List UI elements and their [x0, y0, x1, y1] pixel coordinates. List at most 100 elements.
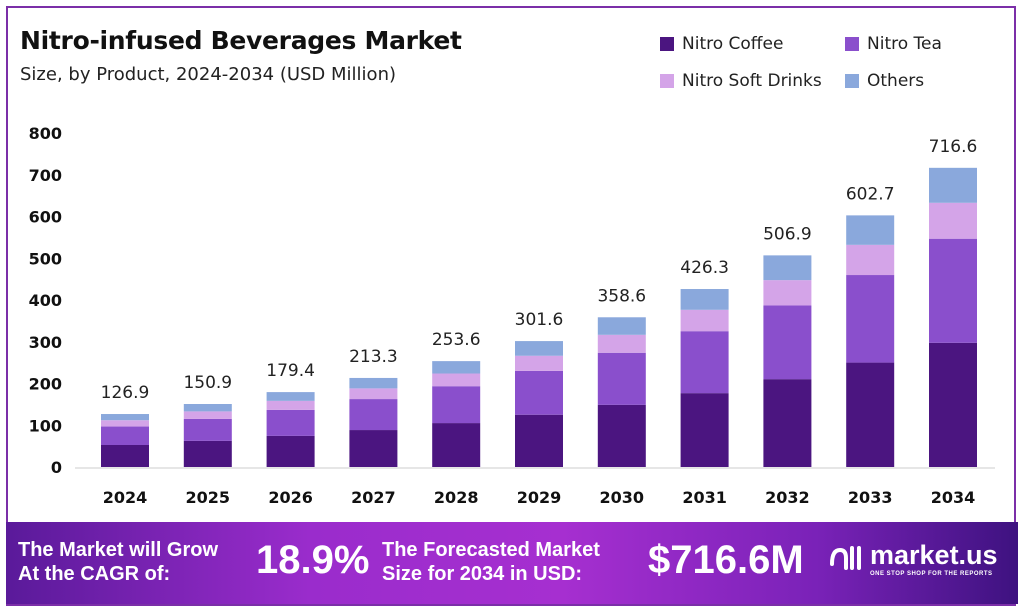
bar-segment-others: [183, 403, 232, 412]
bar-segment-nitro-soft-drinks: [101, 420, 149, 427]
logo-tagline: ONE STOP SHOP FOR THE REPORTS: [870, 571, 993, 577]
total-label: 716.6: [929, 137, 978, 157]
cagr-label-line2: At the CAGR of:: [18, 563, 171, 585]
bar-segment-others: [929, 167, 977, 203]
chart-frame: [6, 6, 1016, 606]
total-label: 253.6: [432, 330, 481, 350]
bar-segment-nitro-soft-drinks: [349, 388, 398, 400]
y-tick-label: 500: [29, 249, 62, 268]
bar-segment-others: [763, 255, 812, 281]
y-tick-label: 700: [29, 166, 62, 185]
bar-segment-others: [515, 341, 563, 356]
bar-segment-nitro-tea: [846, 275, 895, 363]
bar-segment-others: [349, 377, 398, 389]
bar-segment-nitro-coffee: [101, 444, 149, 467]
chart-title: Nitro-infused Beverages Market: [20, 26, 462, 55]
total-label: 358.6: [597, 286, 646, 306]
forecast-value: $716.6M: [648, 538, 804, 582]
bar-segment-nitro-tea: [349, 399, 398, 431]
forecast-label-line2: Size for 2034 in USD:: [382, 563, 583, 585]
bar-segment-nitro-soft-drinks: [183, 411, 232, 419]
total-label: 179.4: [266, 361, 315, 381]
legend-label: Nitro Soft Drinks: [682, 71, 822, 91]
bar-segment-others: [680, 289, 729, 310]
bar-segment-nitro-tea: [763, 305, 812, 380]
legend-item-nitro-tea: Nitro Tea: [845, 34, 942, 54]
bar-segment-nitro-soft-drinks: [763, 280, 812, 306]
bar-segment-nitro-soft-drinks: [432, 373, 481, 387]
y-tick-label: 600: [29, 208, 62, 227]
logo-name: market.us: [870, 540, 998, 570]
forecast-label-line1: The Forecasted Market: [382, 539, 600, 561]
total-label: 602.7: [846, 184, 895, 204]
bar-segment-others: [266, 392, 315, 401]
y-tick-label: 0: [51, 458, 62, 477]
y-tick-label: 800: [29, 124, 62, 143]
cagr-label: The Market will Grow At the CAGR of:: [18, 538, 218, 586]
bar-segment-nitro-tea: [597, 352, 646, 405]
y-tick-label: 100: [29, 416, 62, 435]
x-tick-label: 2030: [600, 488, 645, 507]
bar-segment-nitro-coffee: [846, 362, 895, 467]
bar-segment-nitro-tea: [183, 418, 232, 441]
x-tick-label: 2025: [186, 488, 231, 507]
y-tick-label: 300: [29, 333, 62, 352]
bar-segment-nitro-soft-drinks: [846, 244, 895, 276]
legend-item-nitro-coffee: Nitro Coffee: [660, 34, 783, 54]
x-tick-label: 2034: [931, 488, 976, 507]
legend-label: Nitro Coffee: [682, 34, 784, 54]
total-label: 150.9: [183, 373, 232, 393]
bar-segment-nitro-coffee: [266, 435, 315, 467]
bar-segment-others: [101, 414, 149, 421]
total-label: 426.3: [680, 258, 729, 278]
legend-label: Nitro Tea: [867, 34, 942, 54]
legend-swatch: [845, 37, 859, 51]
total-label: 506.9: [763, 224, 812, 244]
cagr-label-line1: The Market will Grow: [18, 539, 219, 561]
y-tick-label: 400: [29, 291, 62, 310]
bar-segment-nitro-soft-drinks: [597, 334, 646, 353]
market-us-logo: market.us ONE STOP SHOP FOR THE REPORTS: [828, 540, 998, 577]
bar-segment-others: [597, 317, 646, 335]
logo-icon: [830, 545, 861, 570]
total-label: 126.9: [101, 383, 150, 403]
legend-item-nitro-soft-drinks: Nitro Soft Drinks: [660, 71, 822, 91]
bar-segment-nitro-coffee: [183, 440, 232, 467]
x-tick-label: 2031: [682, 488, 727, 507]
x-tick-label: 2032: [765, 488, 810, 507]
total-label: 213.3: [349, 347, 398, 367]
bar-segment-others: [846, 215, 895, 245]
bar-segment-nitro-coffee: [680, 393, 729, 467]
bar-segment-nitro-coffee: [929, 342, 977, 467]
x-tick-label: 2026: [268, 488, 313, 507]
bar-segment-nitro-tea: [432, 386, 481, 424]
bar-segment-nitro-tea: [680, 331, 729, 394]
bar-segment-nitro-soft-drinks: [929, 202, 977, 239]
legend-swatch: [660, 37, 674, 51]
x-tick-label: 2028: [434, 488, 479, 507]
chart-subtitle: Size, by Product, 2024-2034 (USD Million…: [20, 64, 396, 85]
forecast-label: The Forecasted Market Size for 2034 in U…: [382, 538, 600, 586]
legend-swatch: [845, 74, 859, 88]
x-tick-label: 2033: [848, 488, 893, 507]
y-tick-label: 200: [29, 375, 62, 394]
legend-label: Others: [867, 71, 925, 91]
legend-swatch: [660, 74, 674, 88]
total-label: 301.6: [515, 310, 564, 330]
bar-segment-nitro-tea: [515, 370, 563, 415]
bar-segment-nitro-coffee: [349, 430, 398, 467]
bar-segment-nitro-coffee: [515, 414, 563, 467]
bar-segment-nitro-coffee: [432, 423, 481, 467]
bar-segment-nitro-soft-drinks: [515, 355, 563, 371]
x-tick-label: 2029: [517, 488, 562, 507]
bar-segment-nitro-soft-drinks: [680, 309, 729, 332]
legend-item-others: Others: [845, 71, 924, 91]
x-tick-label: 2024: [103, 488, 148, 507]
bar-segment-nitro-tea: [929, 238, 977, 343]
summary-banner: The Market will Grow At the CAGR of: 18.…: [6, 522, 1018, 604]
bar-segment-nitro-coffee: [763, 379, 812, 467]
bar-segment-others: [432, 361, 481, 374]
bar-segment-nitro-soft-drinks: [266, 400, 315, 410]
bar-segment-nitro-tea: [266, 409, 315, 436]
cagr-value: 18.9%: [256, 538, 370, 582]
